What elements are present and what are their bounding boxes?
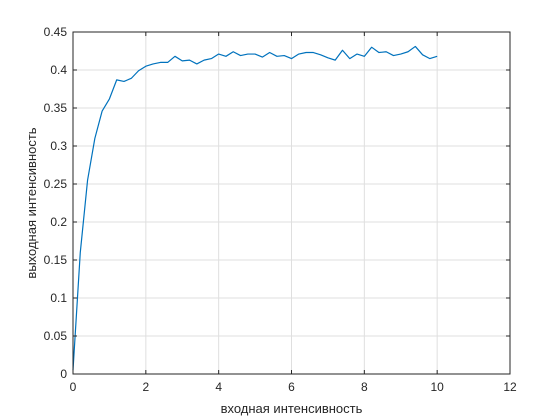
x-tick-label: 8	[361, 380, 368, 394]
y-tick-label: 0.1	[50, 291, 67, 305]
y-tick-label: 0.2	[50, 215, 67, 229]
axis-ticks: 0 2 4 6 8 10 12 0 0.05 0.1 0.15 0.2 0.25 0.3 0.35 0.4 0.…	[44, 25, 517, 394]
x-axis-label: входная интенсивность	[221, 401, 363, 416]
x-tick-label: 2	[142, 380, 149, 394]
data-series	[72, 45, 438, 371]
series-line	[72, 45, 438, 371]
x-tick-label: 6	[288, 380, 295, 394]
x-tick-label: 0	[70, 380, 77, 394]
y-tick-label: 0.45	[44, 25, 68, 39]
y-tick-label: 0.25	[44, 177, 68, 191]
y-tick-label: 0.05	[44, 329, 68, 343]
y-tick-label: 0	[60, 367, 67, 381]
y-tick-label: 0.35	[44, 101, 68, 115]
y-tick-label: 0.3	[50, 139, 67, 153]
y-tick-label: 0.15	[44, 253, 68, 267]
x-tick-label: 10	[430, 380, 444, 394]
y-axis-label: выходная интенсивность	[24, 127, 39, 278]
x-tick-label: 4	[215, 380, 222, 394]
y-tick-label: 0.4	[50, 63, 67, 77]
x-tick-label: 12	[503, 380, 517, 394]
